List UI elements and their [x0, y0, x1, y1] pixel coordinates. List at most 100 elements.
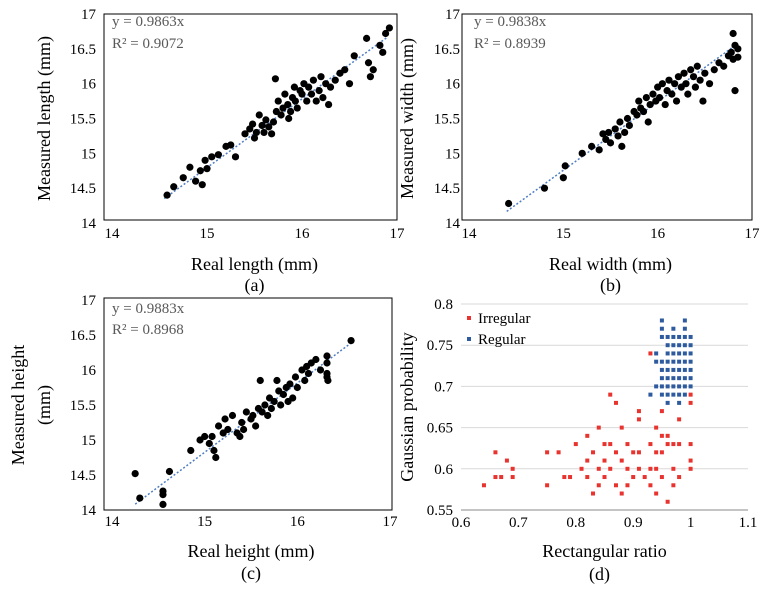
- data-point: [270, 397, 278, 406]
- data-point-irregular: [671, 466, 676, 471]
- data-point-regular: [677, 359, 682, 364]
- data-point-irregular: [608, 392, 613, 397]
- data-point-irregular: [665, 442, 670, 447]
- data-point-regular: [677, 351, 682, 356]
- data-point-regular: [671, 351, 676, 356]
- data-point: [734, 45, 742, 53]
- data-point-regular: [682, 351, 687, 356]
- y-tick-label: 16: [445, 77, 461, 93]
- data-point-irregular: [631, 475, 636, 480]
- x-tick-label: 14: [105, 514, 121, 530]
- data-point-irregular: [613, 400, 618, 405]
- y-tick-label: 0.75: [427, 338, 453, 354]
- data-point: [277, 401, 285, 409]
- data-point: [366, 73, 374, 81]
- data-point: [731, 87, 739, 95]
- data-point: [208, 153, 216, 161]
- data-point: [689, 73, 698, 81]
- y-tick-label: 15.5: [70, 398, 96, 414]
- x-axis-title: Real width (mm): [549, 254, 672, 275]
- data-point: [623, 114, 632, 123]
- data-point-irregular: [677, 442, 682, 447]
- y-tick-label: 0.65: [427, 421, 453, 437]
- chart-panel-4: 0.6 0.7 0.8 0.9 1 1.10.550.60.650.70.750.8Rec…: [397, 297, 757, 585]
- data-point: [680, 69, 688, 77]
- data-point-regular: [688, 359, 693, 364]
- data-point-regular: [671, 376, 676, 381]
- data-point-regular: [677, 400, 682, 405]
- data-point: [307, 90, 316, 98]
- data-point: [633, 111, 641, 119]
- data-point: [159, 487, 167, 495]
- y-tick-label: 14.5: [70, 181, 96, 197]
- data-point-irregular: [659, 409, 664, 414]
- data-point-regular: [671, 367, 676, 372]
- data-point: [668, 90, 676, 98]
- data-point: [369, 66, 377, 74]
- data-point: [325, 100, 333, 109]
- data-point-irregular: [688, 442, 693, 447]
- data-point: [265, 123, 273, 131]
- data-point-regular: [677, 376, 682, 381]
- data-point: [323, 352, 331, 360]
- y-tick-label: 14: [81, 503, 97, 519]
- x-tick-label: 0.7: [509, 515, 528, 531]
- data-point-regular: [682, 376, 687, 381]
- y-tick-label: 0.7: [434, 379, 453, 395]
- data-point: [639, 107, 648, 116]
- data-point: [605, 128, 613, 137]
- data-point: [303, 97, 311, 105]
- data-point: [611, 125, 619, 133]
- data-point-regular: [671, 326, 676, 331]
- data-point-regular: [671, 359, 676, 364]
- data-point: [212, 453, 220, 462]
- data-point: [599, 130, 607, 138]
- data-point-irregular: [585, 458, 590, 463]
- data-point: [267, 404, 275, 413]
- data-point-regular: [688, 334, 693, 339]
- data-point-irregular: [665, 499, 670, 504]
- y-tick-label: 15: [81, 433, 96, 449]
- data-point-irregular: [602, 442, 607, 447]
- y-tick-label: 0.6: [434, 462, 453, 478]
- data-point-irregular: [568, 475, 573, 480]
- data-point-irregular: [654, 466, 659, 471]
- data-point-irregular: [613, 483, 618, 488]
- x-axis-title: Real height (mm): [188, 541, 315, 562]
- chart-panel-3: 14 15 16 17 14 14.5 15 15.5 16 16.5 17 Real height …: [8, 293, 398, 584]
- data-point: [228, 411, 237, 420]
- data-point-regular: [682, 334, 687, 339]
- legend-marker: [467, 337, 471, 341]
- data-point-regular: [677, 392, 682, 397]
- data-point: [250, 134, 259, 142]
- data-point: [540, 184, 549, 192]
- data-point: [595, 146, 603, 154]
- data-point: [284, 100, 292, 109]
- data-point-regular: [659, 384, 664, 389]
- data-point-regular: [659, 359, 664, 364]
- plot-border: [103, 13, 398, 221]
- y-tick-label: 14.5: [70, 468, 96, 484]
- data-point: [252, 128, 260, 137]
- data-point: [277, 111, 285, 119]
- data-point-irregular: [619, 458, 624, 463]
- data-point-regular: [688, 376, 693, 381]
- data-point: [505, 199, 513, 208]
- regression-equation: y = 0.9883x: [112, 301, 185, 317]
- data-point: [224, 425, 232, 434]
- data-point-regular: [665, 351, 670, 356]
- data-point: [179, 174, 187, 182]
- x-tick-label: 17: [383, 514, 399, 530]
- data-point-irregular: [648, 466, 653, 471]
- y-tick-label: 15.5: [70, 112, 96, 128]
- data-point: [273, 376, 281, 385]
- y-tick-label: 16.5: [70, 328, 96, 344]
- data-point: [312, 97, 320, 105]
- data-point-regular: [665, 359, 670, 364]
- data-point: [616, 118, 624, 126]
- data-point-irregular: [665, 433, 670, 438]
- data-point-regular: [682, 343, 687, 348]
- data-point: [578, 149, 586, 157]
- data-point: [559, 174, 567, 182]
- trendline: [506, 42, 739, 212]
